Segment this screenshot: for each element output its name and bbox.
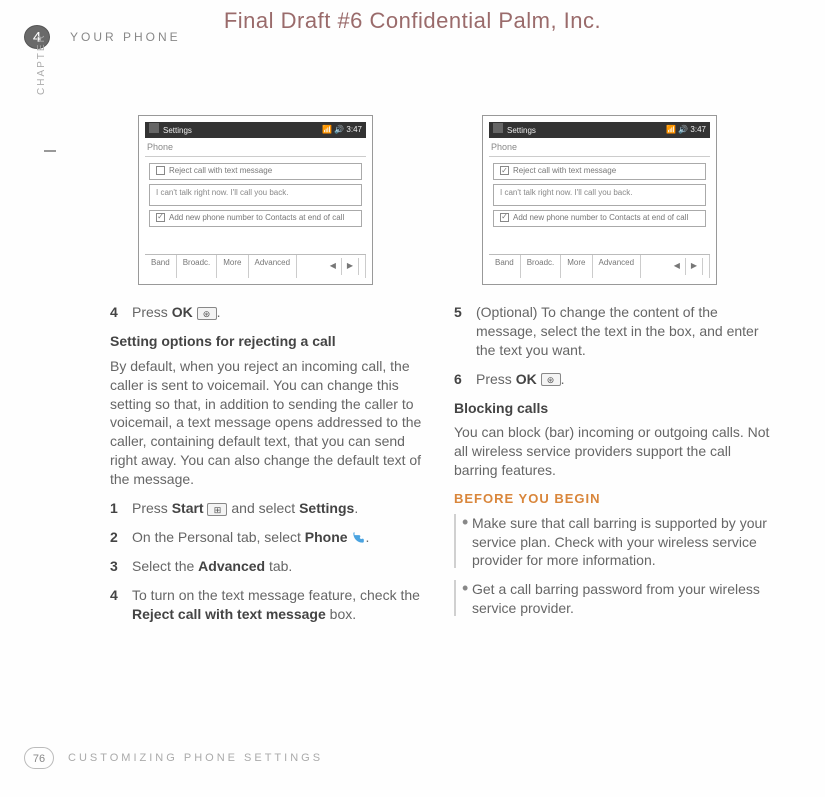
tab: Broadc. bbox=[177, 255, 218, 278]
tab-left-arrow-icon: ◀ bbox=[669, 258, 686, 275]
screenshot-subtitle: Phone bbox=[489, 138, 710, 157]
tab: Advanced bbox=[249, 255, 298, 278]
step-5: 5 (Optional) To change the content of th… bbox=[454, 303, 770, 360]
tab-left-arrow-icon: ◀ bbox=[325, 258, 342, 275]
screenshot-body: Reject call with text message I can't ta… bbox=[145, 157, 366, 254]
screenshot-tabs: Band Broadc. More Advanced ◀▶ bbox=[145, 254, 366, 278]
settings-screenshot-unchecked: Settings 📶 🔊 3:47 Phone Reject call with… bbox=[138, 115, 373, 285]
before-you-begin-label: BEFORE YOU BEGIN bbox=[454, 490, 770, 508]
step-4: 4 Press OK ⊛. bbox=[110, 303, 426, 322]
step-number: 1 bbox=[110, 499, 132, 518]
step-number: 6 bbox=[454, 370, 476, 389]
ok-button-icon: ⊛ bbox=[197, 307, 217, 320]
reject-call-checkbox-row: ✓ Reject call with text message bbox=[493, 163, 706, 180]
checkbox-icon: ✓ bbox=[500, 213, 509, 222]
page-header: YOUR PHONE bbox=[70, 30, 181, 44]
step-text: (Optional) To change the content of the … bbox=[476, 303, 770, 360]
add-contact-label: Add new phone number to Contacts at end … bbox=[513, 213, 688, 224]
bullet-icon bbox=[454, 580, 472, 618]
start-button-icon: ⊞ bbox=[207, 503, 227, 516]
step-number: 4 bbox=[110, 586, 132, 624]
add-contact-label: Add new phone number to Contacts at end … bbox=[169, 213, 344, 224]
screenshot-subtitle: Phone bbox=[145, 138, 366, 157]
tab: Band bbox=[145, 255, 177, 278]
right-column: Settings 📶 🔊 3:47 Phone ✓ Reject call wi… bbox=[454, 115, 770, 633]
tab: More bbox=[217, 255, 248, 278]
reject-message-textbox: I can't talk right now. I'll call you ba… bbox=[493, 184, 706, 206]
checkbox-icon: ✓ bbox=[500, 166, 509, 175]
footer-section-label: CUSTOMIZING PHONE SETTINGS bbox=[68, 752, 323, 764]
step-text: Press Start ⊞ and select Settings. bbox=[132, 499, 426, 518]
reject-message-textbox: I can't talk right now. I'll call you ba… bbox=[149, 184, 362, 206]
section-heading-blocking: Blocking calls bbox=[454, 399, 770, 418]
step-1: 1 Press Start ⊞ and select Settings. bbox=[110, 499, 426, 518]
page-footer: 76 CUSTOMIZING PHONE SETTINGS bbox=[24, 747, 323, 769]
section-body-blocking: You can block (bar) incoming or outgoing… bbox=[454, 423, 770, 480]
chapter-label-vertical: CHAPTER bbox=[36, 33, 47, 95]
reject-call-label: Reject call with text message bbox=[513, 166, 616, 177]
checkbox-icon: ✓ bbox=[156, 213, 165, 222]
tab-right-arrow-icon: ▶ bbox=[686, 258, 703, 275]
screenshot-app-title: Settings bbox=[507, 126, 536, 135]
checkbox-icon bbox=[156, 166, 165, 175]
screenshot-body: ✓ Reject call with text message I can't … bbox=[489, 157, 710, 254]
step-number: 2 bbox=[110, 528, 132, 547]
tab: Band bbox=[489, 255, 521, 278]
screenshot-titlebar: Settings 📶 🔊 3:47 bbox=[489, 122, 710, 138]
step-3: 3 Select the Advanced tab. bbox=[110, 557, 426, 576]
bullet-2: Get a call barring password from your wi… bbox=[454, 580, 770, 618]
add-contact-checkbox-row: ✓ Add new phone number to Contacts at en… bbox=[149, 210, 362, 227]
left-column: Settings 📶 🔊 3:47 Phone Reject call with… bbox=[110, 115, 426, 633]
step-text: On the Personal tab, select Phone . bbox=[132, 528, 426, 547]
bullet-icon bbox=[454, 514, 472, 571]
settings-screenshot-checked: Settings 📶 🔊 3:47 Phone ✓ Reject call wi… bbox=[482, 115, 717, 285]
step-number: 3 bbox=[110, 557, 132, 576]
tab: Advanced bbox=[593, 255, 642, 278]
windows-flag-icon bbox=[149, 123, 159, 133]
phone-icon bbox=[351, 531, 365, 545]
section-body-reject: By default, when you reject an incoming … bbox=[110, 357, 426, 489]
side-tick bbox=[44, 150, 56, 152]
bullet-text: Make sure that call barring is supported… bbox=[472, 514, 770, 571]
step-2: 2 On the Personal tab, select Phone . bbox=[110, 528, 426, 547]
windows-flag-icon bbox=[493, 123, 503, 133]
step-4b: 4 To turn on the text message feature, c… bbox=[110, 586, 426, 624]
page-number-badge: 76 bbox=[24, 747, 54, 769]
add-contact-checkbox-row: ✓ Add new phone number to Contacts at en… bbox=[493, 210, 706, 227]
step-text: To turn on the text message feature, che… bbox=[132, 586, 426, 624]
section-heading-reject: Setting options for rejecting a call bbox=[110, 332, 426, 351]
bullet-text: Get a call barring password from your wi… bbox=[472, 580, 770, 618]
step-text: Select the Advanced tab. bbox=[132, 557, 426, 576]
screenshot-app-title: Settings bbox=[163, 126, 192, 135]
screenshot-time: 📶 🔊 3:47 bbox=[322, 125, 362, 136]
reject-call-label: Reject call with text message bbox=[169, 166, 272, 177]
reject-call-checkbox-row: Reject call with text message bbox=[149, 163, 362, 180]
tab: More bbox=[561, 255, 592, 278]
ok-button-icon: ⊛ bbox=[541, 373, 561, 386]
step-6: 6 Press OK ⊛. bbox=[454, 370, 770, 389]
content-columns: Settings 📶 🔊 3:47 Phone Reject call with… bbox=[110, 115, 770, 633]
step-text: Press OK ⊛. bbox=[476, 370, 770, 389]
screenshot-titlebar: Settings 📶 🔊 3:47 bbox=[145, 122, 366, 138]
tab: Broadc. bbox=[521, 255, 562, 278]
screenshot-time: 📶 🔊 3:47 bbox=[666, 125, 706, 136]
screenshot-tabs: Band Broadc. More Advanced ◀▶ bbox=[489, 254, 710, 278]
bullet-1: Make sure that call barring is supported… bbox=[454, 514, 770, 571]
step-number: 4 bbox=[110, 303, 132, 322]
step-number: 5 bbox=[454, 303, 476, 360]
step-text: Press OK ⊛. bbox=[132, 303, 426, 322]
tab-right-arrow-icon: ▶ bbox=[342, 258, 359, 275]
